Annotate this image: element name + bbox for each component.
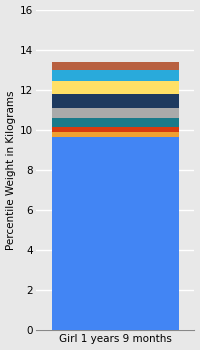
Bar xyxy=(52,108,179,118)
Y-axis label: Percentile Weight in Kilograms: Percentile Weight in Kilograms xyxy=(6,90,16,250)
Bar xyxy=(52,70,179,81)
Bar xyxy=(52,81,179,94)
Bar xyxy=(52,62,179,70)
Bar xyxy=(52,118,179,127)
Bar xyxy=(52,127,179,132)
Bar xyxy=(52,94,179,108)
Bar xyxy=(52,132,179,137)
Bar xyxy=(52,137,179,330)
